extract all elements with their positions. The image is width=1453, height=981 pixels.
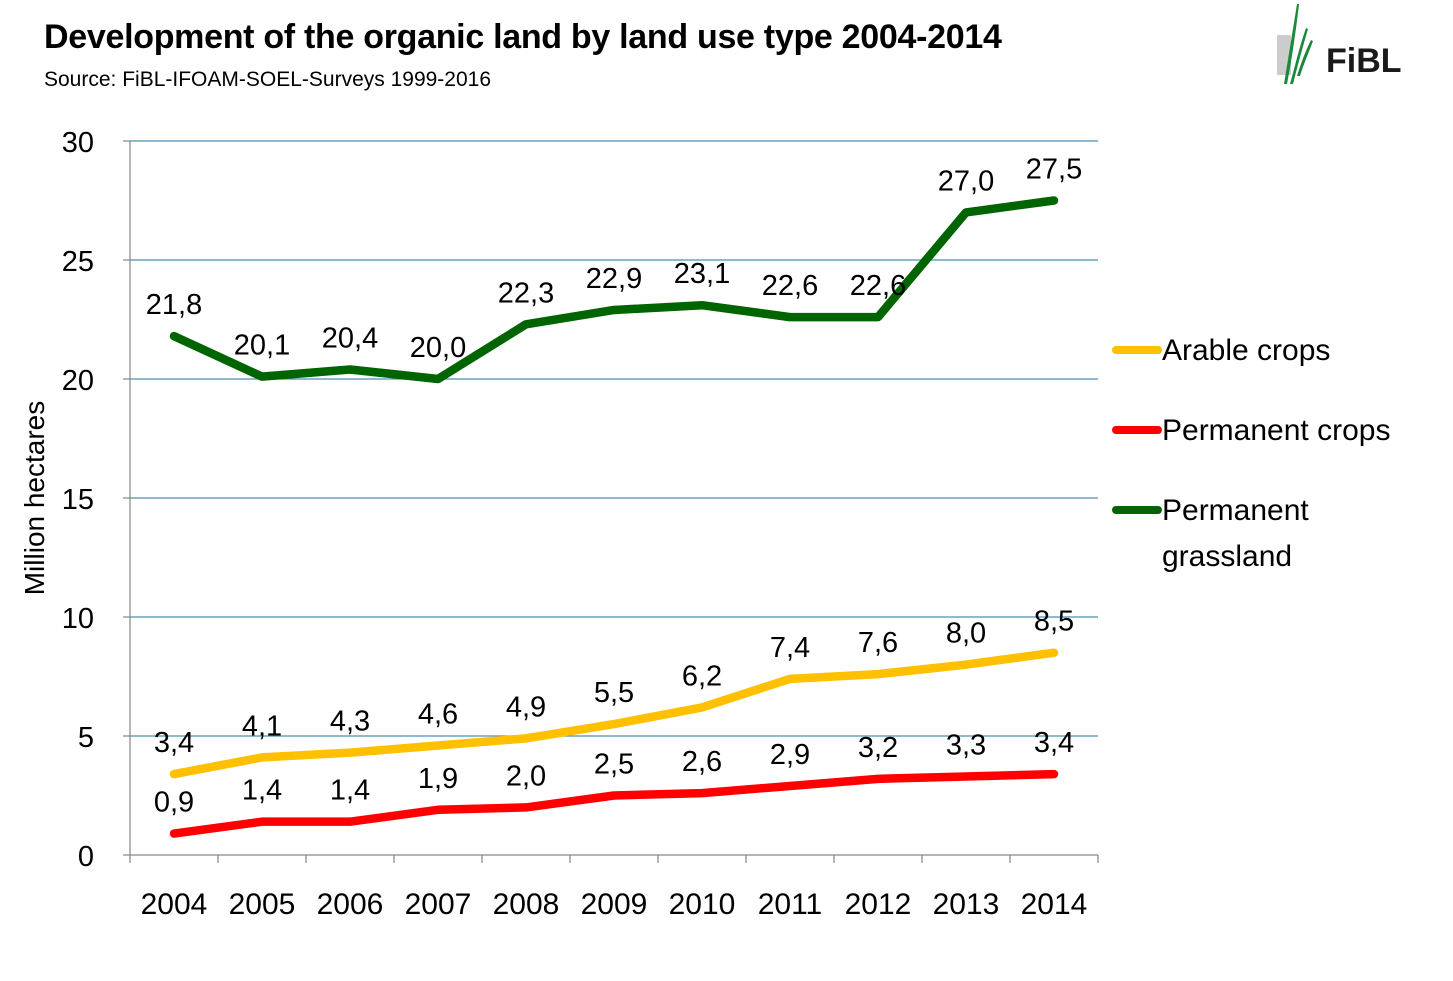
x-tick-label: 2008: [493, 888, 560, 921]
series-line: [169, 769, 1059, 838]
x-tick-label: 2009: [581, 888, 648, 921]
data-label: 20,1: [234, 330, 290, 362]
legend-label: Permanent crops: [1162, 414, 1390, 447]
legend-label: Permanent grassland: [1162, 494, 1309, 573]
data-label: 7,6: [858, 627, 898, 659]
data-label: 8,5: [1034, 606, 1074, 638]
data-label: 5,5: [594, 677, 634, 709]
y-tick-label: 10: [62, 603, 94, 635]
data-label: 20,4: [322, 322, 378, 354]
x-tick-label: 2013: [933, 888, 1000, 921]
data-label: 22,6: [850, 270, 906, 302]
data-label: 23,1: [674, 258, 730, 290]
data-label: 22,9: [586, 263, 642, 295]
data-label: 21,8: [146, 289, 202, 321]
legend: Arable crops Permanent crops Permanent gras…: [1112, 334, 1390, 573]
chart-title: Development of the organic land by land …: [44, 18, 1002, 56]
y-tick-label: 0: [78, 841, 94, 873]
legend-label: Arable crops: [1162, 334, 1330, 367]
data-label: 22,6: [762, 270, 818, 302]
x-tick-label: 2014: [1021, 888, 1088, 921]
data-label: 2,5: [594, 749, 634, 781]
data-label: 4,3: [330, 706, 370, 738]
y-axis-tick-labels: 0 5 10 15 20 25 30: [62, 127, 94, 873]
y-tick-label: 25: [62, 246, 94, 278]
data-label: 20,0: [410, 332, 466, 364]
data-label: 4,1: [242, 710, 282, 742]
y-tick-label: 5: [78, 722, 94, 754]
fibl-logo-icon: FiBL: [1277, 4, 1402, 84]
x-tick-label: 2004: [141, 888, 208, 921]
series-lines: [169, 196, 1059, 838]
x-tick-label: 2012: [845, 888, 912, 921]
data-label: 3,4: [154, 727, 194, 759]
y-tick-label: 15: [62, 484, 94, 516]
data-label: 27,5: [1026, 154, 1082, 186]
x-tick-label: 2010: [669, 888, 736, 921]
data-label: 2,0: [506, 760, 546, 792]
y-axis-label: Million hectares: [19, 401, 50, 596]
data-label: 1,4: [242, 775, 282, 807]
data-label: 8,0: [946, 618, 986, 650]
data-label: 3,3: [946, 729, 986, 761]
data-label: 6,2: [682, 660, 722, 692]
data-label: 4,9: [506, 691, 546, 723]
data-label: 2,9: [770, 739, 810, 771]
x-tick-label: 2006: [317, 888, 384, 921]
data-label: 0,9: [154, 787, 194, 819]
data-label: 4,6: [418, 699, 458, 731]
data-label: 22,3: [498, 277, 554, 309]
data-label: 7,4: [770, 632, 810, 664]
x-tick-label: 2005: [229, 888, 296, 921]
x-tick-label: 2011: [758, 888, 823, 921]
axes: [123, 140, 1099, 863]
y-tick-label: 20: [62, 365, 94, 397]
data-label: 27,0: [938, 165, 994, 197]
chart-subtitle: Source: FiBL-IFOAM-SOEL-Surveys 1999-201…: [44, 68, 492, 91]
data-label: 1,9: [418, 763, 458, 795]
logo-text: FiBL: [1326, 42, 1402, 80]
data-label: 3,2: [858, 732, 898, 764]
data-label: 1,4: [330, 775, 370, 807]
y-tick-label: 30: [62, 127, 94, 159]
data-label: 3,4: [1034, 727, 1074, 759]
gridlines: [130, 140, 1098, 737]
x-axis-tick-labels: 2004 2005 2006 2007 2008 2009 2010 2011 2012 2013…: [141, 888, 1088, 921]
data-label: 2,6: [682, 746, 722, 778]
x-tick-label: 2007: [405, 888, 472, 921]
data-labels: 21,8 20,1 20,4 20,0 22,3 22,9 23,1 22,6 22,6 27,0…: [146, 154, 1082, 819]
